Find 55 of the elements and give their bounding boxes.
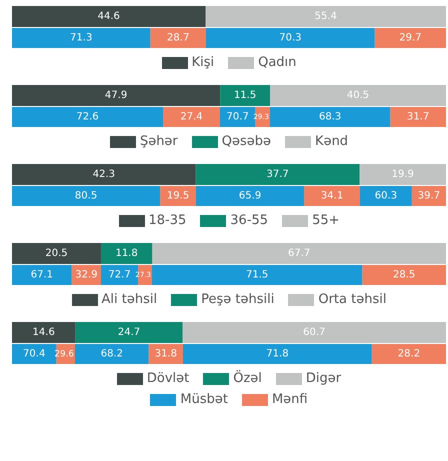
data-label: 70.7 <box>226 112 249 123</box>
data-label: 71.3 <box>70 32 92 44</box>
data-label: 20.5 <box>45 248 68 260</box>
data-label: 44.6 <box>98 11 120 22</box>
legend-label: Qadın <box>258 55 296 71</box>
data-label: 72.6 <box>76 112 99 123</box>
legend-label: Digər <box>306 371 342 387</box>
data-label: 40.5 <box>346 90 370 102</box>
data-label: 72.7 <box>108 270 131 281</box>
legend-label: Orta təhsil <box>318 292 386 308</box>
data-label: 68.2 <box>100 348 123 360</box>
data-label: 70.4 <box>23 348 46 360</box>
legend-label: Ali təhsil <box>102 292 158 308</box>
data-label: 70.3 <box>279 32 302 44</box>
data-label: 27.4 <box>180 112 203 123</box>
data-label: 68.3 <box>318 112 342 123</box>
legend-label: Dövlət <box>146 371 190 387</box>
data-label: 67.7 <box>288 248 310 260</box>
data-label: 28.5 <box>392 270 416 281</box>
data-label: 29.7 <box>399 32 422 44</box>
data-label: 19.5 <box>166 190 190 202</box>
legend-label: 18-35 <box>148 213 186 229</box>
data-label: 14.6 <box>32 327 55 338</box>
legend-label: Kənd <box>315 134 348 150</box>
data-label: 31.7 <box>406 112 430 123</box>
legend-label: Qəsəbə <box>222 134 272 150</box>
data-label: 60.7 <box>303 327 326 338</box>
data-label: 65.9 <box>238 190 262 202</box>
data-label: 80.5 <box>74 190 98 202</box>
data-label: 34.1 <box>320 190 344 202</box>
data-label: 67.1 <box>30 270 53 281</box>
data-label: 39.7 <box>418 190 440 202</box>
data-label: 47.9 <box>104 90 128 102</box>
legend-label: Şəhər <box>140 134 178 150</box>
legend-label: Özəl <box>233 371 262 387</box>
data-label: 55.4 <box>314 11 337 22</box>
legend-label: Peşə təhsili <box>201 292 274 308</box>
data-label: 24.7 <box>118 327 140 338</box>
data-label: 28.7 <box>167 32 190 44</box>
data-label: 31.8 <box>154 348 177 360</box>
legend-label: 36-55 <box>230 213 268 229</box>
legend-label: Kişi <box>192 55 214 71</box>
legend-label: 55+ <box>312 213 340 229</box>
data-label: 28.2 <box>398 348 420 360</box>
data-label: 60.3 <box>374 190 398 202</box>
legend-label: Mənfi <box>272 392 308 408</box>
data-label: 71.5 <box>246 270 268 281</box>
data-label: 11.5 <box>234 90 256 102</box>
data-label: 11.8 <box>115 248 138 260</box>
data-label: 71.8 <box>266 348 289 360</box>
data-label: 32.9 <box>75 270 98 281</box>
data-label: 19.9 <box>392 169 414 180</box>
data-label: 42.3 <box>92 169 116 180</box>
legend-label: Müsbət <box>180 392 228 408</box>
data-label: 37.7 <box>266 169 289 180</box>
